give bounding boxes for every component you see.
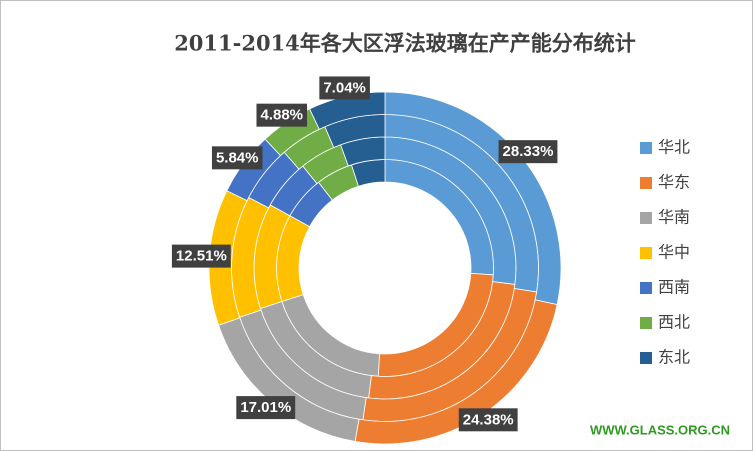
- legend-swatch: [640, 247, 652, 259]
- data-label: 5.84%: [216, 149, 259, 166]
- watermark: WWW.GLASS.ORG.CN: [590, 422, 730, 437]
- data-label: 4.88%: [260, 107, 303, 124]
- legend-swatch: [640, 282, 652, 294]
- legend-swatch: [640, 352, 652, 364]
- data-label-box: [498, 140, 558, 164]
- legend-label: 华中: [658, 243, 690, 262]
- legend-label: 东北: [658, 348, 690, 367]
- chart-title: 2011-2014年各大区浮法玻璃在产产能分布统计: [174, 31, 636, 56]
- legend-swatch: [640, 212, 652, 224]
- data-label: 24.38%: [463, 411, 514, 428]
- data-label-box: [256, 103, 308, 127]
- data-label-box: [171, 244, 231, 268]
- legend-label: 西北: [658, 313, 690, 332]
- legend-swatch: [640, 142, 652, 154]
- data-label-box: [211, 146, 263, 170]
- legend-label: 华南: [658, 208, 690, 227]
- data-label-box: [458, 408, 518, 432]
- legend-label: 华东: [658, 173, 690, 192]
- legend-label: 西南: [658, 278, 690, 297]
- data-label: 12.51%: [176, 248, 227, 265]
- data-label-box: [236, 396, 296, 420]
- data-label: 17.01%: [240, 399, 291, 416]
- doughnut-segment: [309, 91, 386, 130]
- legend-swatch: [640, 317, 652, 329]
- legend-swatch: [640, 177, 652, 189]
- data-label: 28.33%: [503, 143, 554, 160]
- data-label: 7.04%: [323, 79, 366, 96]
- data-label-box: [319, 76, 370, 100]
- legend-label: 华北: [658, 138, 690, 157]
